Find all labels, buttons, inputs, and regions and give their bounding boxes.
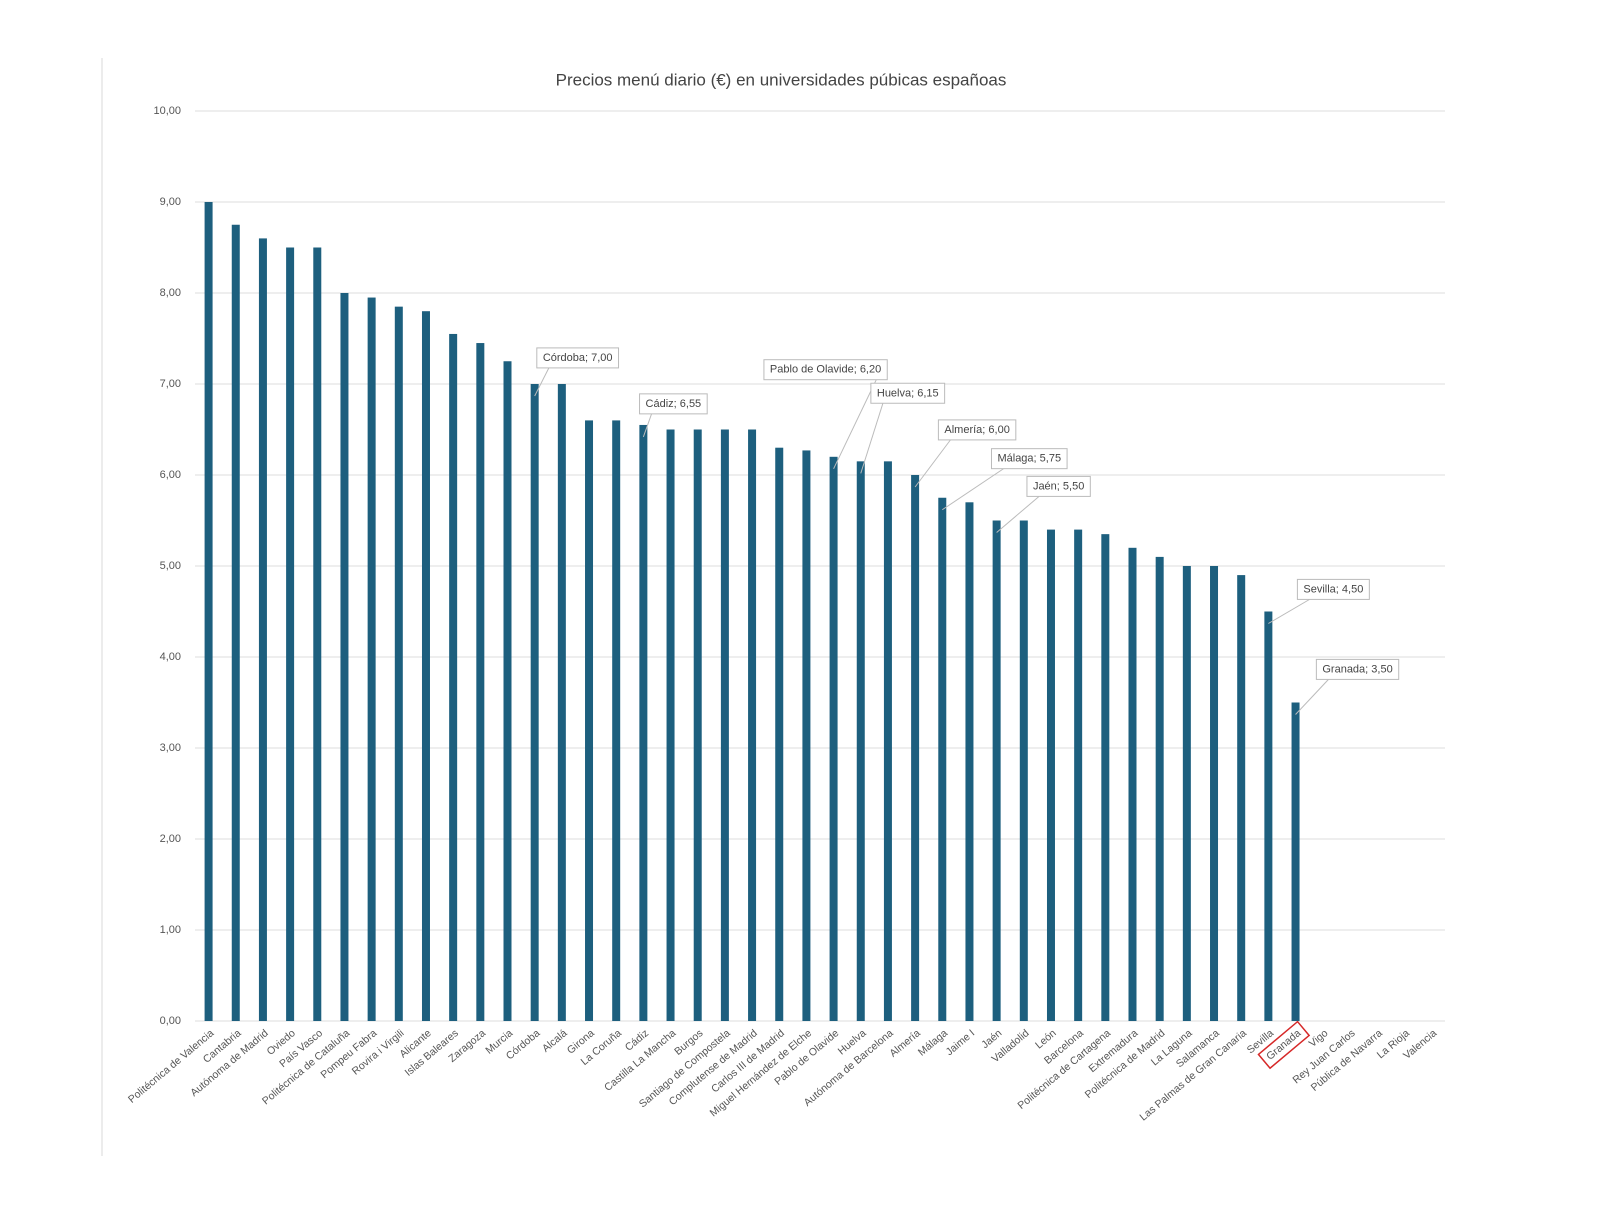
bar — [612, 420, 621, 1021]
bar — [883, 461, 892, 1022]
bar — [530, 384, 539, 1021]
label-box — [990, 448, 1068, 470]
data-label: Almería; 6,00 — [944, 424, 1009, 436]
bar — [585, 420, 594, 1021]
bar — [1155, 556, 1164, 1021]
label-box — [536, 347, 620, 369]
leader-line — [1268, 599, 1310, 624]
bar — [965, 502, 974, 1021]
leader-line — [1295, 679, 1329, 715]
data-label: Cádiz; 6,55 — [646, 398, 702, 410]
label-box — [1026, 475, 1091, 497]
label-box — [1296, 578, 1370, 600]
leader-line — [914, 439, 951, 488]
data-label: Málaga; 5,75 — [997, 453, 1061, 465]
bar — [476, 343, 485, 1021]
bar — [911, 475, 920, 1021]
bar — [1237, 575, 1246, 1021]
y-tick-label: 0,00 — [160, 1015, 181, 1027]
bar — [1074, 529, 1083, 1021]
label-box — [937, 419, 1017, 441]
y-tick-label: 1,00 — [160, 924, 181, 936]
bar — [1264, 611, 1273, 1021]
leader-line — [642, 413, 653, 438]
y-tick-label: 9,00 — [160, 196, 181, 208]
bar — [1210, 566, 1219, 1021]
label-box — [1315, 658, 1400, 680]
leader-line — [942, 468, 1004, 511]
bar — [286, 247, 295, 1021]
x-tick-label: Málaga — [916, 1027, 950, 1058]
y-tick-label: 3,00 — [160, 742, 181, 754]
highlight-box — [1257, 1020, 1311, 1070]
bar — [394, 306, 403, 1021]
bar — [693, 429, 702, 1021]
bar — [449, 333, 458, 1021]
label-box — [639, 393, 708, 415]
leader-line — [833, 379, 877, 470]
bar — [720, 429, 729, 1021]
bar — [340, 293, 349, 1021]
bar — [775, 447, 784, 1021]
bar — [1182, 566, 1191, 1021]
data-label: Sevilla; 4,50 — [1303, 583, 1363, 595]
y-tick-label: 8,00 — [160, 287, 181, 299]
label-box — [763, 359, 888, 381]
bar — [1046, 529, 1055, 1021]
leader-line — [534, 367, 550, 397]
bar — [748, 429, 757, 1021]
bar — [1019, 520, 1028, 1021]
bar — [231, 224, 240, 1021]
bar — [639, 424, 648, 1021]
x-tick-label: Almería — [887, 1027, 923, 1060]
y-tick-label: 5,00 — [160, 560, 181, 572]
bar — [421, 311, 430, 1021]
bar — [1128, 547, 1137, 1021]
bar — [856, 461, 865, 1022]
bar — [557, 384, 566, 1021]
y-tick-label: 6,00 — [160, 469, 181, 481]
y-tick-label: 10,00 — [153, 105, 181, 117]
x-tick-label: Jaime I — [944, 1027, 978, 1058]
data-label: Huelva; 6,15 — [877, 387, 939, 399]
leader-line — [860, 403, 884, 474]
y-tick-label: 4,00 — [160, 651, 181, 663]
chart-title: Precios menú diario (€) en universidades… — [556, 70, 1007, 89]
bar — [258, 238, 267, 1021]
bar — [1291, 702, 1300, 1021]
bar — [938, 497, 947, 1021]
bar — [367, 297, 376, 1021]
y-tick-label: 2,00 — [160, 833, 181, 845]
data-label: Jaén; 5,50 — [1033, 480, 1084, 492]
bar — [313, 247, 322, 1021]
bar — [503, 361, 512, 1021]
data-label: Granada; 3,50 — [1322, 663, 1392, 675]
x-tick-label: Politécnica de Valencia — [126, 1027, 216, 1106]
y-tick-label: 7,00 — [160, 378, 181, 390]
bar — [829, 456, 838, 1021]
bar — [204, 202, 213, 1021]
bar — [802, 450, 811, 1021]
bar — [1101, 534, 1110, 1021]
data-label: Pablo de Olavide; 6,20 — [770, 364, 881, 376]
x-tick-label: Alcalá — [540, 1027, 570, 1055]
data-label: Córdoba; 7,00 — [543, 352, 613, 364]
leader-line — [996, 496, 1040, 533]
label-box — [870, 382, 946, 404]
bar — [992, 520, 1001, 1021]
bar — [666, 429, 675, 1021]
